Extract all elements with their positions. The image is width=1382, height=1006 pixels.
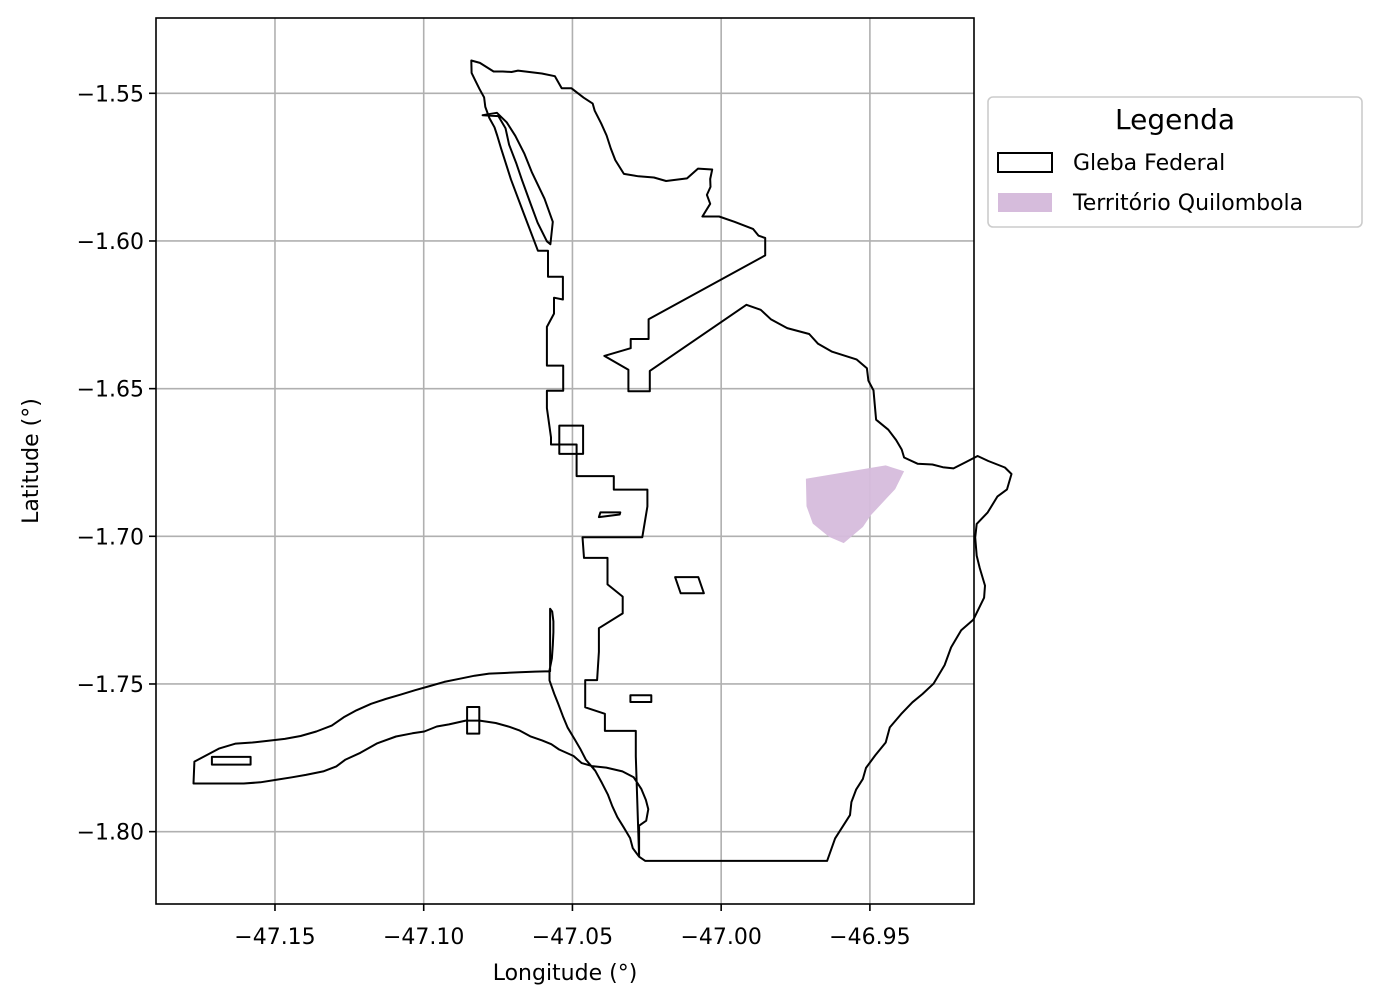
- y-tick-label: −1.80: [77, 821, 144, 846]
- axes-frame: [155, 17, 975, 905]
- x-tick-label: −47.00: [680, 925, 761, 950]
- x-tick-label: −47.05: [532, 925, 613, 950]
- x-tick-label: −46.95: [829, 925, 910, 950]
- legend-swatch-territorio-quilombola: [998, 193, 1052, 212]
- gleba-federal-polygon: [481, 111, 554, 246]
- gleba-federal-polygon: [629, 694, 653, 703]
- legend-label-territorio-quilombola: Território Quilombola: [1072, 191, 1303, 216]
- grid: [156, 18, 974, 904]
- legend-swatch-gleba-federal: [997, 152, 1053, 173]
- legend-title: Legenda: [1115, 103, 1235, 136]
- gleba-federal-polygon: [674, 576, 705, 595]
- territorio-quilombola-polygon: [805, 465, 905, 544]
- gleba-federal-polygon: [192, 59, 1013, 862]
- x-tick-label: −47.15: [234, 925, 315, 950]
- x-axis-label: Longitude (°): [493, 961, 638, 986]
- y-axis-label: Latitude (°): [19, 398, 44, 524]
- ticks: −47.15 −47.10 −47.05 −47.00 −46.95 −1.55 −1.60…: [77, 82, 911, 950]
- gleba-federal-polygon: [597, 511, 622, 519]
- y-tick-label: −1.75: [77, 673, 144, 698]
- gleba-federal-polygon: [210, 755, 252, 766]
- gleba-federal-polygon: [466, 706, 481, 735]
- y-tick-label: −1.60: [77, 230, 144, 255]
- gleba-federal-polygon: [558, 424, 585, 455]
- legend-label-gleba-federal: Gleba Federal: [1073, 151, 1225, 176]
- y-tick-label: −1.70: [77, 525, 144, 550]
- x-tick-label: −47.10: [383, 925, 464, 950]
- y-tick-label: −1.55: [77, 82, 144, 107]
- map-layers: [192, 59, 1013, 862]
- legend: Legenda Gleba Federal Território Quilomb…: [987, 96, 1363, 228]
- y-tick-label: −1.65: [77, 378, 144, 403]
- legend-box: [987, 96, 1363, 228]
